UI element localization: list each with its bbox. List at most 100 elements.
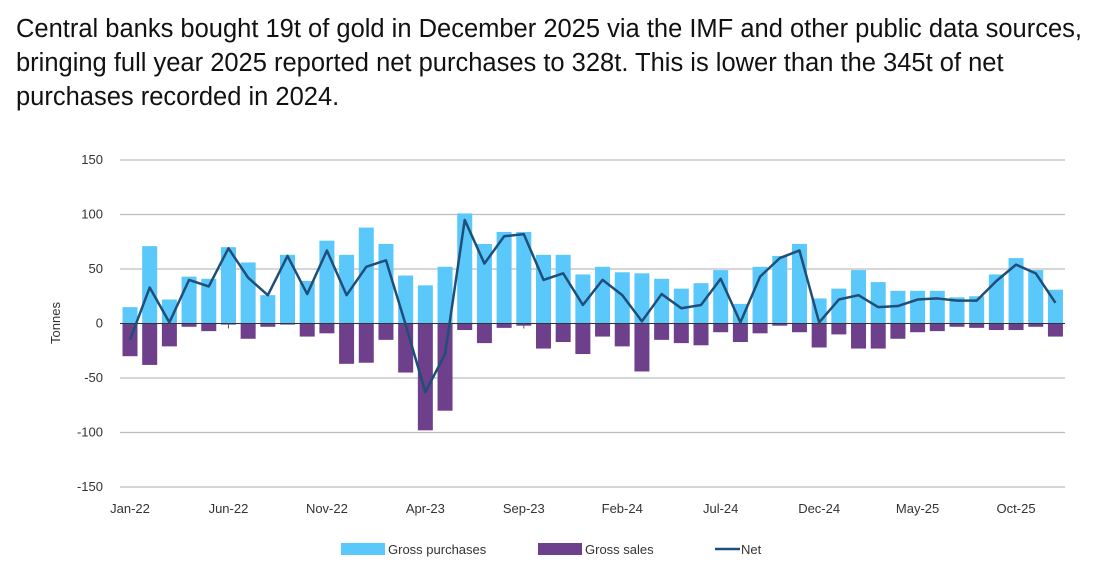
purchase-bar bbox=[851, 270, 867, 324]
purchase-bar bbox=[358, 227, 374, 324]
sales-bar bbox=[693, 323, 709, 346]
sales-bar bbox=[870, 323, 886, 349]
purchase-bar bbox=[555, 254, 571, 324]
sales-bar bbox=[280, 323, 296, 325]
y-tick-label: 50 bbox=[89, 261, 103, 276]
purchase-bar bbox=[752, 266, 768, 324]
purchase-bar bbox=[969, 296, 985, 324]
purchase-bar bbox=[988, 274, 1004, 324]
net-line bbox=[128, 218, 1057, 394]
sales-bar bbox=[555, 323, 571, 343]
purchase-bar bbox=[122, 307, 138, 324]
purchase-bar bbox=[949, 297, 965, 324]
purchase-bar bbox=[142, 246, 158, 324]
x-tick-label: Jun-22 bbox=[209, 501, 249, 516]
x-tick-label: Nov-22 bbox=[306, 501, 348, 516]
x-tick-label: Dec-24 bbox=[798, 501, 840, 516]
x-tick-label: Apr-23 bbox=[406, 501, 445, 516]
purchase-bar bbox=[595, 266, 611, 324]
legend-label: Net bbox=[741, 542, 762, 557]
purchase-bar bbox=[654, 278, 670, 324]
purchase-bar bbox=[398, 275, 414, 324]
sales-bar bbox=[949, 323, 965, 327]
sales-bar bbox=[969, 323, 985, 328]
purchase-bar bbox=[339, 254, 355, 324]
sales-bar bbox=[811, 323, 827, 348]
sales-bar bbox=[575, 323, 591, 355]
sales-bar bbox=[929, 323, 945, 332]
purchase-bar bbox=[240, 262, 256, 324]
purchase-bar bbox=[299, 280, 315, 324]
sales-bar bbox=[476, 323, 492, 344]
chart-title: Central banks bought 19t of gold in Dece… bbox=[16, 15, 1082, 111]
sales-bar bbox=[614, 323, 630, 347]
sales-bar bbox=[496, 323, 512, 328]
sales-bar bbox=[142, 323, 158, 365]
legend-label: Gross sales bbox=[585, 542, 654, 557]
y-tick-label: -50 bbox=[84, 370, 103, 385]
x-tick-label: Sep-23 bbox=[503, 501, 545, 516]
sales-bar bbox=[378, 323, 394, 340]
sales-bar bbox=[752, 323, 768, 334]
x-tick-label: Jan-22 bbox=[110, 501, 150, 516]
sales-bar bbox=[791, 323, 807, 333]
purchase-bar bbox=[831, 288, 847, 324]
sales-bar bbox=[1047, 323, 1063, 337]
y-axis-label: Tonnes bbox=[48, 302, 63, 344]
purchase-bar bbox=[575, 274, 591, 324]
sales-bar bbox=[339, 323, 355, 364]
y-tick-label: -150 bbox=[77, 479, 103, 494]
sales-bar bbox=[1028, 323, 1044, 327]
purchase-bar bbox=[476, 243, 492, 324]
x-tick-label: Feb-24 bbox=[602, 501, 643, 516]
sales-bar bbox=[634, 323, 650, 372]
purchase-bar bbox=[437, 266, 453, 324]
legend-label: Gross purchases bbox=[388, 542, 487, 557]
sales-bar bbox=[417, 323, 433, 431]
purchase-bar bbox=[201, 278, 217, 324]
purchase-bar bbox=[181, 276, 197, 324]
purchase-bar bbox=[673, 288, 689, 324]
sales-bar bbox=[988, 323, 1004, 331]
sales-bar bbox=[831, 323, 847, 335]
purchase-bar bbox=[220, 247, 236, 324]
sales-bar bbox=[732, 323, 748, 343]
sales-bar bbox=[398, 323, 414, 373]
purchase-bar bbox=[870, 282, 886, 324]
sales-bar bbox=[181, 323, 197, 327]
purchase-bar bbox=[378, 243, 394, 324]
x-tick-label: Oct-25 bbox=[997, 501, 1036, 516]
purchase-bar bbox=[417, 285, 433, 324]
y-tick-label: 0 bbox=[96, 316, 103, 331]
sales-bar bbox=[260, 323, 276, 327]
purchase-bar bbox=[1028, 270, 1044, 324]
sales-bar bbox=[240, 323, 256, 339]
sales-bar bbox=[535, 323, 551, 349]
y-tick-label: 100 bbox=[81, 207, 103, 222]
purchase-bar bbox=[910, 290, 926, 324]
purchase-bar bbox=[1008, 258, 1024, 324]
sales-bar bbox=[673, 323, 689, 344]
y-tick-label: 150 bbox=[81, 152, 103, 167]
purchase-bar bbox=[929, 290, 945, 324]
sales-bar bbox=[457, 323, 473, 331]
sales-bar bbox=[161, 323, 177, 347]
legend-swatch-sales bbox=[538, 543, 582, 555]
sales-bar bbox=[654, 323, 670, 340]
sales-bar bbox=[595, 323, 611, 337]
sales-bar bbox=[201, 323, 217, 332]
sales-bar bbox=[358, 323, 374, 363]
purchase-bar bbox=[496, 231, 512, 324]
purchase-bar bbox=[614, 272, 630, 324]
purchase-bar bbox=[280, 254, 296, 324]
sales-bar bbox=[772, 323, 788, 326]
purchase-bar bbox=[791, 243, 807, 324]
sales-bar bbox=[890, 323, 906, 339]
purchase-bar bbox=[516, 231, 532, 324]
sales-bar bbox=[299, 323, 315, 337]
y-tick-label: -100 bbox=[77, 425, 103, 440]
x-tick-label: Jul-24 bbox=[703, 501, 738, 516]
sales-bar bbox=[851, 323, 867, 349]
legend-swatch-purchases bbox=[341, 543, 385, 555]
